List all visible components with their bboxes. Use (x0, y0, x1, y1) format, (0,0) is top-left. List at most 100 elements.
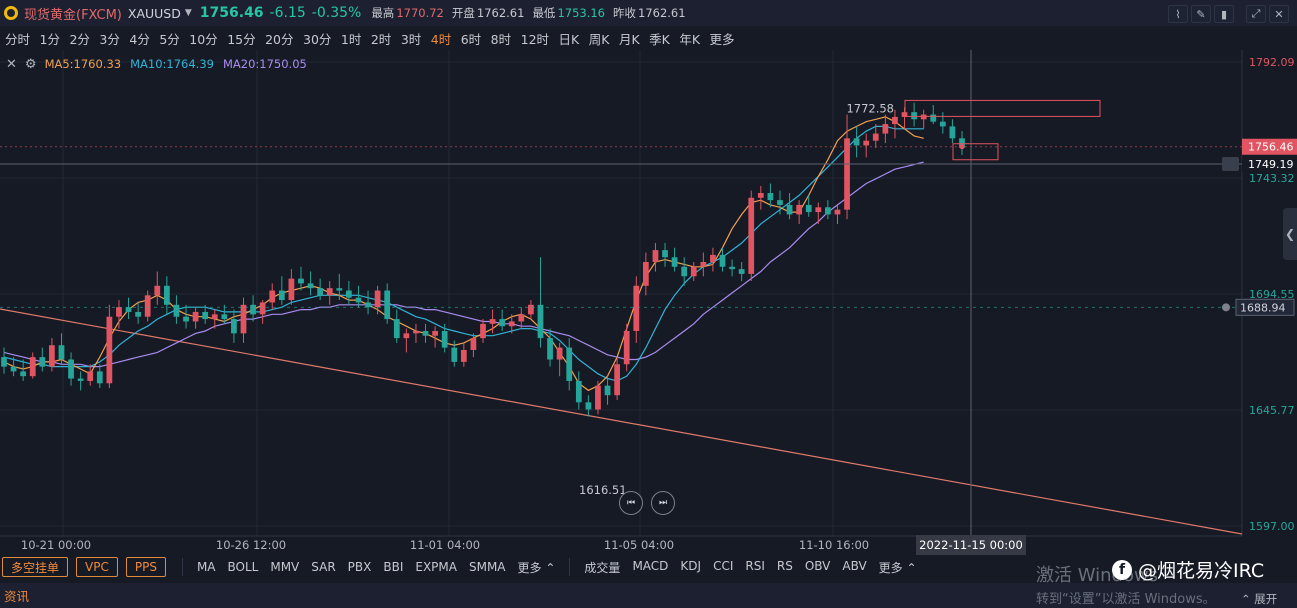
period-tab[interactable]: 3时 (400, 31, 422, 47)
bell-icon (1222, 303, 1230, 312)
main-indicator-button[interactable]: BOLL (227, 560, 259, 574)
side-panel-toggle-icon[interactable]: ❮ (1283, 208, 1297, 260)
candle-body (738, 269, 745, 274)
sub-indicator-button[interactable]: RS (776, 558, 793, 573)
candle-body (317, 288, 324, 296)
candle-body (384, 290, 391, 320)
period-tab[interactable]: 2时 (370, 31, 392, 47)
period-tab[interactable]: 12时 (520, 31, 550, 47)
candle-body (844, 138, 850, 210)
candle-body (259, 302, 266, 315)
candle-body (68, 359, 74, 379)
candle-body (355, 297, 362, 303)
pps-button[interactable]: PPS (125, 557, 166, 577)
open-value: 1762.61 (476, 6, 525, 20)
high-value: 1770.72 (396, 6, 444, 20)
candle-body (221, 314, 228, 320)
sub-indicator-button[interactable]: RSI (745, 558, 765, 573)
period-tab[interactable]: 分时 (5, 31, 31, 47)
close-icon[interactable]: ✕ (1269, 5, 1289, 23)
line-tool-icon[interactable]: ⌇ (1168, 5, 1188, 23)
candle-body (1, 357, 7, 367)
symbol-code[interactable]: XAUUSD (127, 5, 181, 21)
candle-body (566, 347, 573, 381)
main-indicator-button[interactable]: SMMA (468, 560, 506, 574)
symbol-name[interactable]: 现货黄金(FXCM) (24, 7, 122, 23)
settings-icon[interactable]: ⚙ (24, 56, 37, 72)
candle-body (604, 385, 611, 396)
chevron-down-icon[interactable]: ▼ (184, 8, 192, 18)
sub-indicator-button[interactable]: CCI (713, 558, 734, 573)
crosshair-time-text: 2022-11-15 00:00 (919, 538, 1023, 552)
period-tab[interactable]: 15分 (227, 31, 256, 47)
candle-body (872, 133, 879, 141)
ma10-legend: MA10:1764.39 (130, 57, 214, 71)
scroll-end-icon[interactable]: ⏭ (651, 491, 675, 515)
period-tab[interactable]: 10分 (189, 31, 218, 47)
sub-indicator-button[interactable]: MACD (632, 558, 669, 573)
bell-icon (1222, 157, 1239, 172)
gold-logo-icon (4, 6, 18, 20)
more-label: 更多 (878, 560, 903, 575)
candlestick-chart[interactable]: 1792.09 1743.32 1694.55 1645.77 1597.00 1756.… (0, 50, 1297, 555)
candle-body (489, 319, 496, 324)
ma20-legend: MA20:1750.05 (222, 57, 307, 71)
period-tab[interactable]: 2分 (69, 31, 90, 47)
candle-body (700, 261, 707, 267)
period-tabs: 分时 1分 2分 3分 4分 5分 10分 15分 20分 30分 1时 2时 3时 4时 6时 8时 12时日… (0, 26, 1297, 50)
candle-body (183, 316, 189, 322)
candle-body (77, 378, 84, 381)
indicator-icon[interactable]: ▮ (1214, 5, 1234, 23)
candle-body (930, 114, 937, 122)
open-label: 开盘 (451, 6, 475, 20)
period-tab[interactable]: 月K (618, 31, 640, 47)
sub-indicator-button[interactable]: KDJ (680, 558, 702, 573)
period-tab[interactable]: 3分 (99, 31, 120, 47)
fullscreen-icon[interactable]: ⤢ (1246, 5, 1266, 23)
sub-more-button[interactable]: 更多 ⌃ (878, 560, 917, 575)
main-more-button[interactable]: 更多 ⌃ (517, 560, 556, 575)
period-tab[interactable]: 日K (558, 31, 580, 47)
draw-icon[interactable]: ✎ (1191, 5, 1211, 23)
scroll-start-icon[interactable]: ⏮ (619, 491, 643, 515)
sub-indicator-button[interactable]: OBV (804, 558, 831, 573)
period-tab[interactable]: 1时 (340, 31, 362, 47)
main-indicator-button[interactable]: MMV (270, 560, 300, 574)
sub-indicator-button[interactable]: ABV (842, 558, 867, 573)
hide-legend-icon[interactable]: ✕ (6, 56, 17, 72)
period-tab[interactable]: 20分 (265, 31, 294, 47)
main-indicator-button[interactable]: MA (196, 560, 216, 574)
main-indicator-button[interactable]: EXPMA (415, 560, 457, 574)
period-tab[interactable]: 5分 (159, 31, 180, 47)
main-indicators: MA BOLL MMV SAR PBX BBI EXPMA SMMA (191, 560, 512, 574)
crosshair-time-tag (916, 535, 1026, 555)
period-tab[interactable]: 更多 (709, 31, 735, 47)
period-tab[interactable]: 30分 (303, 31, 332, 47)
candle-body (834, 209, 841, 215)
ma-legend: ✕ ⚙ MA5:1760.33 MA10:1764.39 MA20:1750.0… (0, 54, 307, 74)
period-tab[interactable]: 周K (588, 31, 610, 47)
candle-body (528, 304, 534, 315)
last-price-tag (1242, 138, 1297, 155)
sub-indicator-button[interactable]: 成交量 (584, 560, 621, 575)
news-tab[interactable]: 资讯 (4, 589, 30, 604)
main-indicator-button[interactable]: PBX (347, 560, 372, 574)
candle-body (556, 347, 563, 360)
period-tab[interactable]: 4时 (430, 31, 452, 47)
ma5-legend: MA5:1760.33 (44, 57, 122, 71)
candle-body (393, 319, 400, 339)
expand-button[interactable]: ⌃ 展开 (1241, 592, 1278, 606)
main-indicator-button[interactable]: BBI (383, 560, 404, 574)
pending-orders-button[interactable]: 多空挂单 (2, 557, 69, 577)
main-indicator-button[interactable]: SAR (311, 560, 336, 574)
period-tab[interactable]: 4分 (129, 31, 150, 47)
vpc-button[interactable]: VPC (76, 557, 118, 577)
period-tab[interactable]: 6时 (460, 31, 482, 47)
period-tab[interactable]: 1分 (39, 31, 60, 47)
price-change-pct: -0.35% (311, 5, 362, 21)
candle-body (585, 402, 592, 410)
period-tab[interactable]: 8时 (490, 31, 512, 47)
period-tab[interactable]: 年K (679, 31, 701, 47)
period-tab[interactable]: 季K (649, 31, 670, 47)
candle-body (882, 124, 889, 134)
